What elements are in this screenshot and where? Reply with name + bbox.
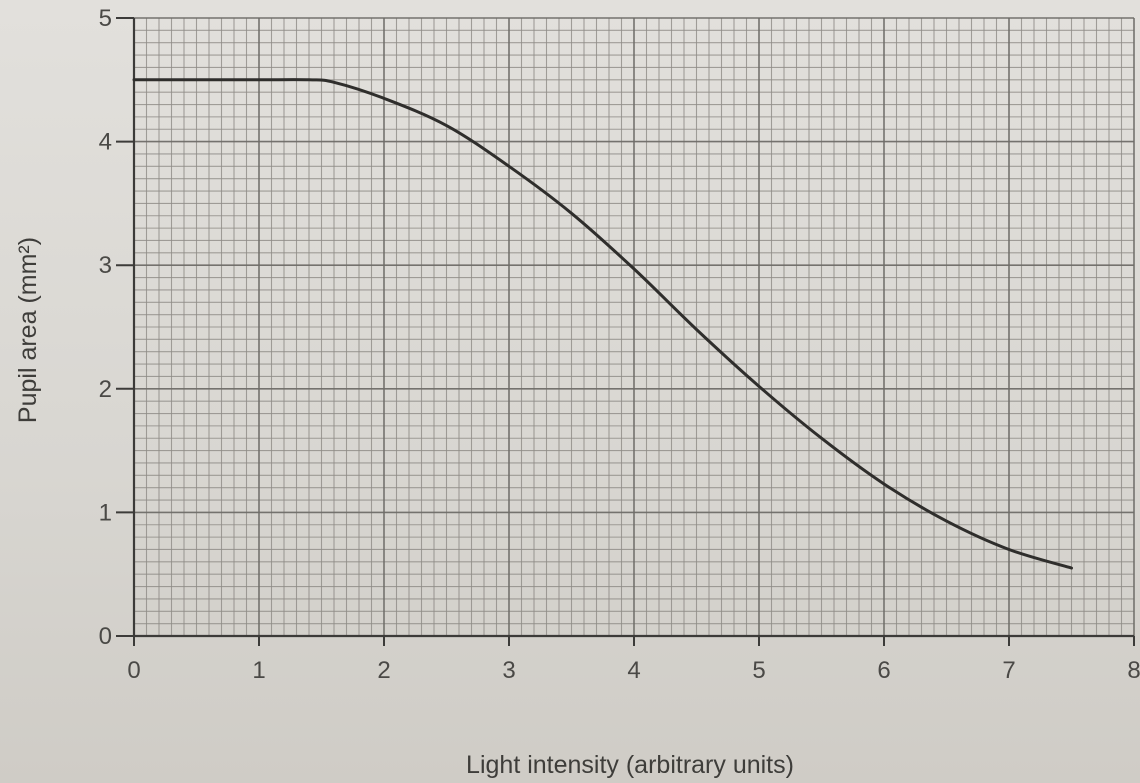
series-line-0 <box>132 78 1073 570</box>
y-tick-label: 4 <box>99 129 112 156</box>
x-tick-label: 2 <box>377 657 390 684</box>
y-tick-label: 2 <box>99 376 112 403</box>
y-tick-label: 3 <box>99 252 112 279</box>
tick-marks <box>116 17 1135 646</box>
y-axis-title: Pupil area (mm²) <box>14 237 42 423</box>
y-tick-label: 1 <box>99 499 112 526</box>
x-tick-label: 1 <box>252 657 265 684</box>
y-tick-label: 0 <box>99 623 112 650</box>
y-tick-label: 5 <box>99 5 112 32</box>
x-tick-label: 3 <box>502 657 515 684</box>
x-tick-label: 5 <box>752 657 765 684</box>
x-axis-title: Light intensity (arbitrary units) <box>466 751 794 779</box>
x-tick-label: 6 <box>877 657 890 684</box>
series-layer <box>132 78 1073 570</box>
x-tick-label: 7 <box>1002 657 1015 684</box>
x-tick-label: 4 <box>627 657 640 684</box>
x-tick-label: 0 <box>127 657 140 684</box>
tick-labels: 0 1 2 3 4 5 6 7 8 0 1 2 3 4 5 <box>99 5 1140 684</box>
x-tick-label: 8 <box>1127 657 1140 684</box>
